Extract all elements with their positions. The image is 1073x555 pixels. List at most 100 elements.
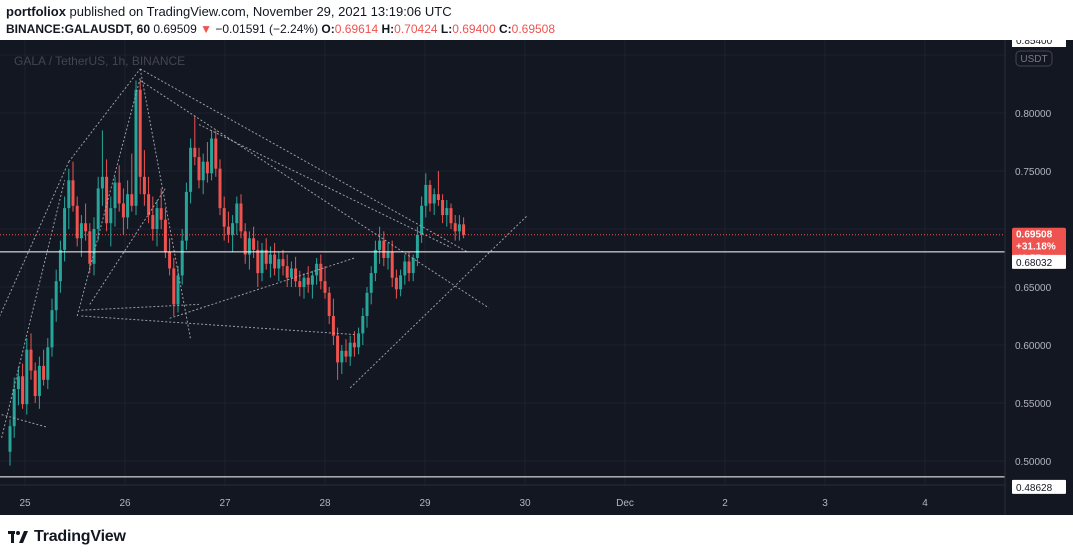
candle-up: [369, 273, 373, 293]
candle-up: [247, 238, 251, 255]
candle-down: [239, 203, 243, 232]
candle-down: [331, 316, 335, 336]
candle-down: [42, 365, 46, 380]
candle-down: [256, 249, 260, 274]
candle-down: [197, 157, 201, 181]
price-tick-label: 0.55000: [1015, 399, 1052, 410]
candle-up: [277, 259, 281, 269]
candle-down: [151, 215, 155, 229]
candle-down: [327, 292, 331, 316]
candle-up: [92, 229, 96, 264]
candle-up: [340, 350, 344, 363]
trend-line: [139, 68, 192, 340]
candle-down: [264, 249, 268, 264]
trend-line: [139, 68, 469, 253]
candle-up: [310, 275, 314, 285]
candle-down: [117, 182, 121, 204]
time-tick-label: 4: [922, 498, 928, 509]
tradingview-brand[interactable]: TradingView: [8, 526, 126, 548]
open-label: O:: [321, 22, 335, 36]
top-price-label: 0.85400: [1016, 40, 1053, 47]
candle-up: [109, 208, 113, 224]
time-tick-label: Dec: [616, 498, 634, 509]
candle-up: [176, 275, 180, 305]
candle-down: [88, 231, 92, 264]
candle-down: [205, 161, 209, 174]
chart-background: [0, 40, 1073, 515]
time-tick-label: 2: [722, 498, 728, 509]
symbol-ohlc-line: BINANCE:GALAUSDT, 60 0.69509 ▼ −0.01591 …: [6, 22, 555, 36]
candle-down: [159, 208, 163, 220]
candle-down: [298, 281, 302, 287]
candle-up: [189, 147, 193, 192]
candle-down: [436, 194, 440, 200]
last-price: 0.69509: [153, 22, 197, 36]
candle-down: [33, 370, 37, 397]
price-chart[interactable]: 0.50000 0.55000 0.60000 0.65000 0.75000 0.800…: [0, 40, 1073, 515]
candle-down: [252, 238, 256, 250]
price-tick-label: 0.60000: [1015, 341, 1052, 352]
level-price-label: 0.48628: [1016, 483, 1053, 494]
level-price-box: [1012, 254, 1066, 269]
candle-up: [268, 254, 272, 264]
candle-up: [315, 263, 319, 276]
candle-up: [235, 203, 239, 224]
symbol-label: BINANCE:GALAUSDT, 60: [6, 22, 151, 36]
candle-down: [273, 254, 277, 269]
candle-up: [445, 208, 449, 216]
candle-down: [193, 147, 197, 158]
trend-line: [68, 68, 141, 163]
currency-badge[interactable]: USDT: [1015, 50, 1053, 67]
candles: [8, 80, 466, 466]
candle-down: [407, 261, 411, 274]
candle-up: [180, 240, 184, 276]
candle-up: [424, 184, 428, 206]
low-label: L:: [440, 22, 453, 36]
candle-up: [25, 349, 29, 405]
grid: [0, 40, 1005, 485]
publish-text: published on TradingView.com, November 2…: [65, 4, 452, 19]
candle-up: [58, 249, 62, 282]
candle-up: [63, 208, 67, 250]
candle-down: [390, 252, 394, 278]
candle-up: [348, 342, 352, 357]
brand-name: TradingView: [34, 528, 126, 545]
candle-down: [382, 240, 386, 258]
candle-down: [344, 350, 348, 357]
candle-up: [12, 389, 16, 427]
price-axis-background: [1005, 40, 1073, 515]
candle-up: [8, 426, 12, 452]
currency-badge-frame: [1015, 50, 1053, 67]
candle-down: [130, 194, 134, 206]
candle-down: [222, 208, 226, 227]
high-label: H:: [381, 22, 395, 36]
candle-down: [294, 268, 298, 282]
trend-line: [1, 180, 66, 438]
candle-up: [113, 182, 117, 209]
candle-up: [260, 249, 264, 274]
candle-down: [453, 223, 457, 232]
candle-down: [218, 168, 222, 209]
candle-up: [201, 161, 205, 181]
price-tick-label: 0.75000: [1015, 167, 1052, 178]
candle-down: [142, 176, 146, 195]
trend-line: [139, 80, 490, 309]
down-arrow-icon: ▼: [200, 22, 212, 36]
chart-watermark: GALA / TetherUS, 1h, BINANCE: [14, 54, 185, 68]
candle-down: [449, 208, 453, 224]
candle-up: [46, 347, 50, 380]
candle-down: [441, 200, 445, 216]
candle-down: [84, 223, 88, 232]
candle-up: [457, 224, 461, 232]
candle-down: [214, 138, 218, 169]
candle-up: [67, 180, 71, 209]
price-tick-label: 0.50000: [1015, 457, 1052, 468]
candle-up: [231, 223, 235, 235]
candle-down: [71, 180, 75, 206]
high-value: 0.70424: [394, 22, 438, 36]
close-label: C:: [498, 22, 512, 36]
candle-up: [210, 138, 214, 174]
candle-up: [415, 234, 419, 258]
candle-up: [432, 194, 436, 204]
